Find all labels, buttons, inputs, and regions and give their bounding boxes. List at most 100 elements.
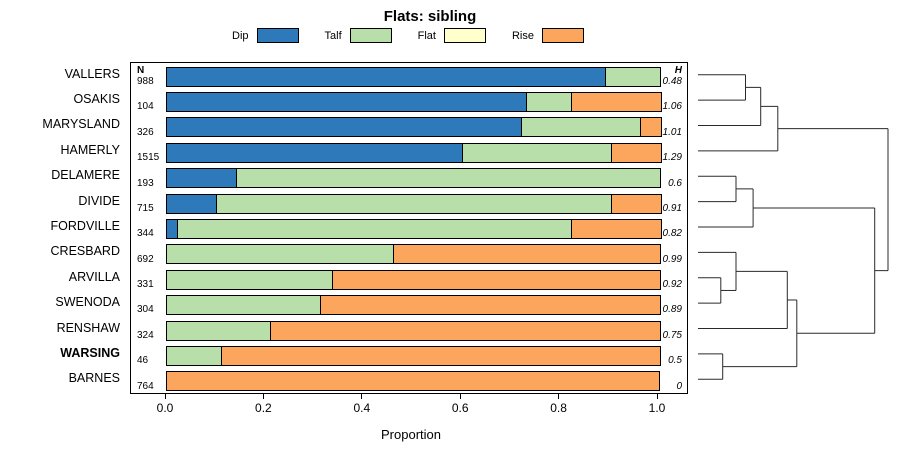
x-tick-label: 0.2 [255, 401, 272, 415]
bar-hamerly [166, 142, 662, 163]
row-label-barnes: BARNES [68, 371, 120, 386]
bar-renshaw [166, 320, 661, 341]
bar-segment-rise [393, 244, 661, 265]
h-value: 0.89 [662, 304, 682, 316]
bar-segment-talf [235, 168, 661, 189]
h-column-header: H [674, 65, 682, 76]
bar-segment-rise [640, 117, 662, 138]
row-label-fordville: FORDVILLE [50, 219, 120, 233]
h-value: 0.99 [662, 253, 682, 265]
h-value: 1.29 [662, 152, 682, 164]
bar-segment-rise [571, 219, 662, 239]
legend-swatch-rise [542, 28, 584, 43]
h-value: 0.75 [662, 329, 682, 341]
legend-item-flat: Flat [418, 28, 486, 43]
n-value: 1515 [137, 152, 160, 164]
bar-osakis [166, 92, 662, 113]
legend-swatch-dip [256, 28, 299, 43]
row-label-vallers: VALLERS [64, 66, 120, 81]
bar-segment-rise [319, 295, 661, 316]
row-label-osakis: OSAKIS [73, 92, 120, 107]
bar-segment-dip [166, 117, 523, 138]
bar-segment-rise [610, 142, 662, 163]
row-label-warsing: WARSING [60, 345, 120, 360]
row-label-hamerly: HAMERLY [60, 142, 120, 157]
bar-segment-rise [571, 92, 662, 113]
h-value: 0 [676, 380, 682, 392]
h-value: 0.5 [668, 355, 682, 367]
bar-segment-rise [610, 193, 662, 214]
bar-segment-dip [166, 142, 464, 163]
h-value: 1.01 [662, 126, 682, 138]
row-label-cresbard: CRESBARD [50, 244, 120, 259]
bar-segment-talf [462, 142, 612, 163]
bar-arvilla [166, 269, 661, 290]
legend-label: Talf [324, 29, 342, 42]
x-tick [361, 393, 363, 399]
row-label-swenoda: SWENODA [55, 295, 120, 310]
n-value: 324 [137, 329, 154, 341]
n-value: 104 [137, 101, 154, 113]
bar-segment-dip [166, 92, 528, 113]
h-value: 0.92 [662, 279, 682, 291]
plot-area: N H 988 0.48 104 1.06 326 1.01 1515 1.29 193 0.6 7… [130, 62, 688, 394]
bar-swenoda [166, 295, 661, 316]
bar-cresbard [166, 244, 661, 265]
h-value: 0.6 [668, 177, 682, 189]
x-tick-label: 0.6 [451, 401, 469, 415]
x-axis-label: Proportion [381, 427, 441, 442]
chart-title: Flats: sibling [383, 8, 477, 25]
bar-segment-talf [166, 269, 333, 290]
bar-segment-talf [604, 66, 661, 87]
legend-label: Flat [417, 29, 436, 42]
bar-segment-talf [166, 295, 321, 316]
n-value: 344 [137, 228, 154, 240]
legend-swatch-flat [443, 28, 486, 43]
x-tick-label: 0.8 [550, 401, 567, 415]
bar-segment-dip [166, 168, 237, 189]
bar-segment-talf [521, 117, 642, 138]
n-value: 304 [137, 304, 154, 316]
n-value: 715 [137, 202, 154, 214]
x-tick [164, 393, 166, 399]
x-tick [459, 393, 461, 399]
row-label-marysland: MARYSLAND [42, 117, 120, 132]
h-value: 0.91 [662, 202, 682, 214]
n-value: 193 [137, 177, 154, 189]
legend-item-rise: Rise [512, 28, 584, 43]
legend-label: Dip [232, 29, 249, 42]
bar-segment-talf [166, 320, 272, 341]
row-label-delamere: DELAMERE [51, 168, 120, 183]
bar-segment-talf [166, 244, 395, 265]
bar-fordville [166, 219, 662, 239]
bar-warsing [166, 345, 661, 366]
bar-segment-rise [166, 371, 660, 392]
legend-swatch-talf [349, 28, 392, 43]
n-value: 988 [137, 76, 154, 87]
n-value: 326 [137, 126, 154, 138]
bar-vallers [166, 66, 661, 87]
bar-barnes [166, 371, 660, 392]
legend-label: Rise [511, 29, 534, 42]
bar-segment-rise [270, 320, 661, 341]
n-value: 764 [137, 380, 154, 392]
n-value: 692 [137, 253, 154, 265]
bar-marysland [166, 117, 662, 138]
row-label-arvilla: ARVILLA [68, 269, 120, 284]
bar-segment-dip [166, 66, 606, 87]
h-value: 0.48 [662, 76, 682, 87]
bar-segment-rise [221, 345, 661, 366]
bar-segment-talf [216, 193, 612, 214]
dendrogram [698, 74, 889, 380]
row-label-renshaw: RENSHAW [56, 320, 120, 335]
x-tick-label: 1.0 [648, 401, 666, 415]
legend: Dip Talf Flat Rise [130, 28, 686, 43]
n-value: 46 [137, 355, 149, 367]
x-tick [558, 393, 560, 399]
row-label-divide: DIVIDE [78, 193, 120, 208]
x-tick [656, 393, 658, 399]
x-tick-label: 0.4 [353, 401, 371, 415]
legend-item-talf: Talf [325, 28, 392, 43]
h-value: 0.82 [662, 228, 682, 240]
